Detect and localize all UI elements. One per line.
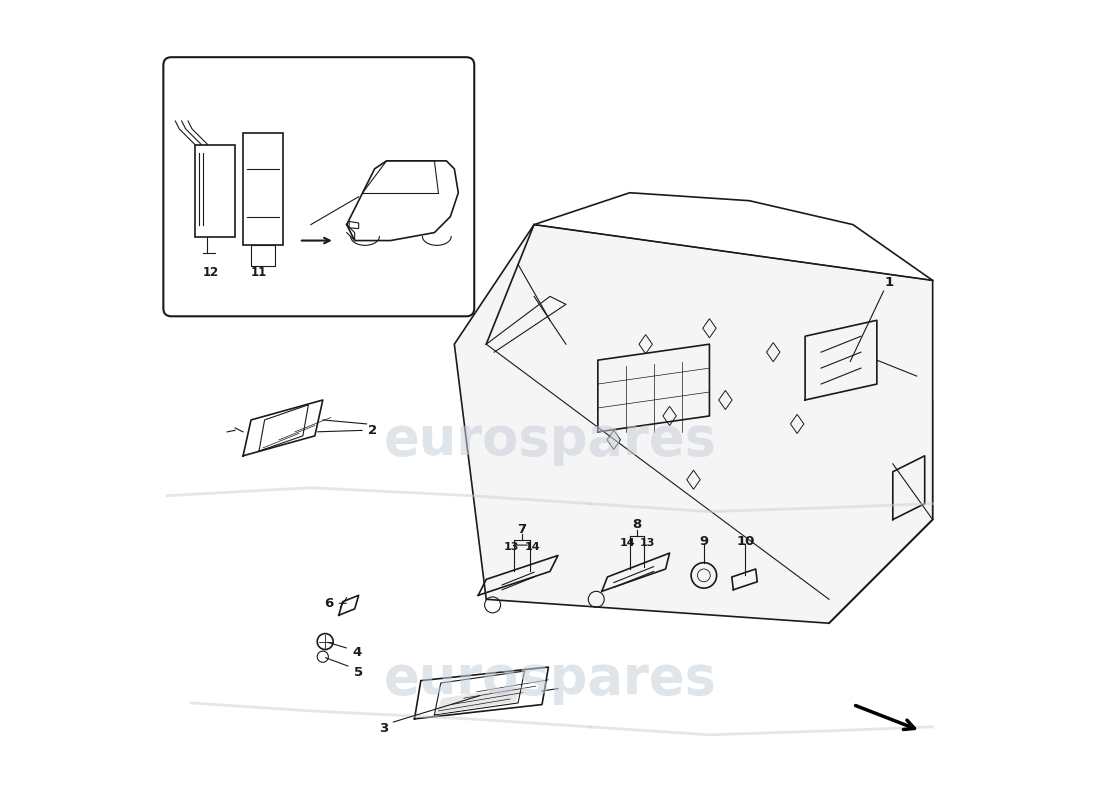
Text: 7: 7 xyxy=(517,522,527,536)
Text: 6: 6 xyxy=(323,597,333,610)
Text: 5: 5 xyxy=(354,666,363,679)
Polygon shape xyxy=(437,687,520,714)
Text: 14: 14 xyxy=(525,542,540,552)
Text: eurospares: eurospares xyxy=(384,414,716,466)
Text: 2: 2 xyxy=(368,424,377,437)
Text: 1: 1 xyxy=(884,275,893,289)
Text: 3: 3 xyxy=(379,722,388,735)
Text: 4: 4 xyxy=(352,646,362,659)
Text: 13: 13 xyxy=(639,538,654,548)
Polygon shape xyxy=(454,225,933,623)
FancyBboxPatch shape xyxy=(163,57,474,316)
Text: 9: 9 xyxy=(700,534,708,548)
Text: eurospares: eurospares xyxy=(384,653,716,705)
Text: 10: 10 xyxy=(736,534,755,548)
Text: 12: 12 xyxy=(204,266,219,279)
Text: 14: 14 xyxy=(619,538,635,548)
Text: 11: 11 xyxy=(251,266,267,279)
Text: 13: 13 xyxy=(504,542,519,552)
Text: 8: 8 xyxy=(632,518,641,531)
